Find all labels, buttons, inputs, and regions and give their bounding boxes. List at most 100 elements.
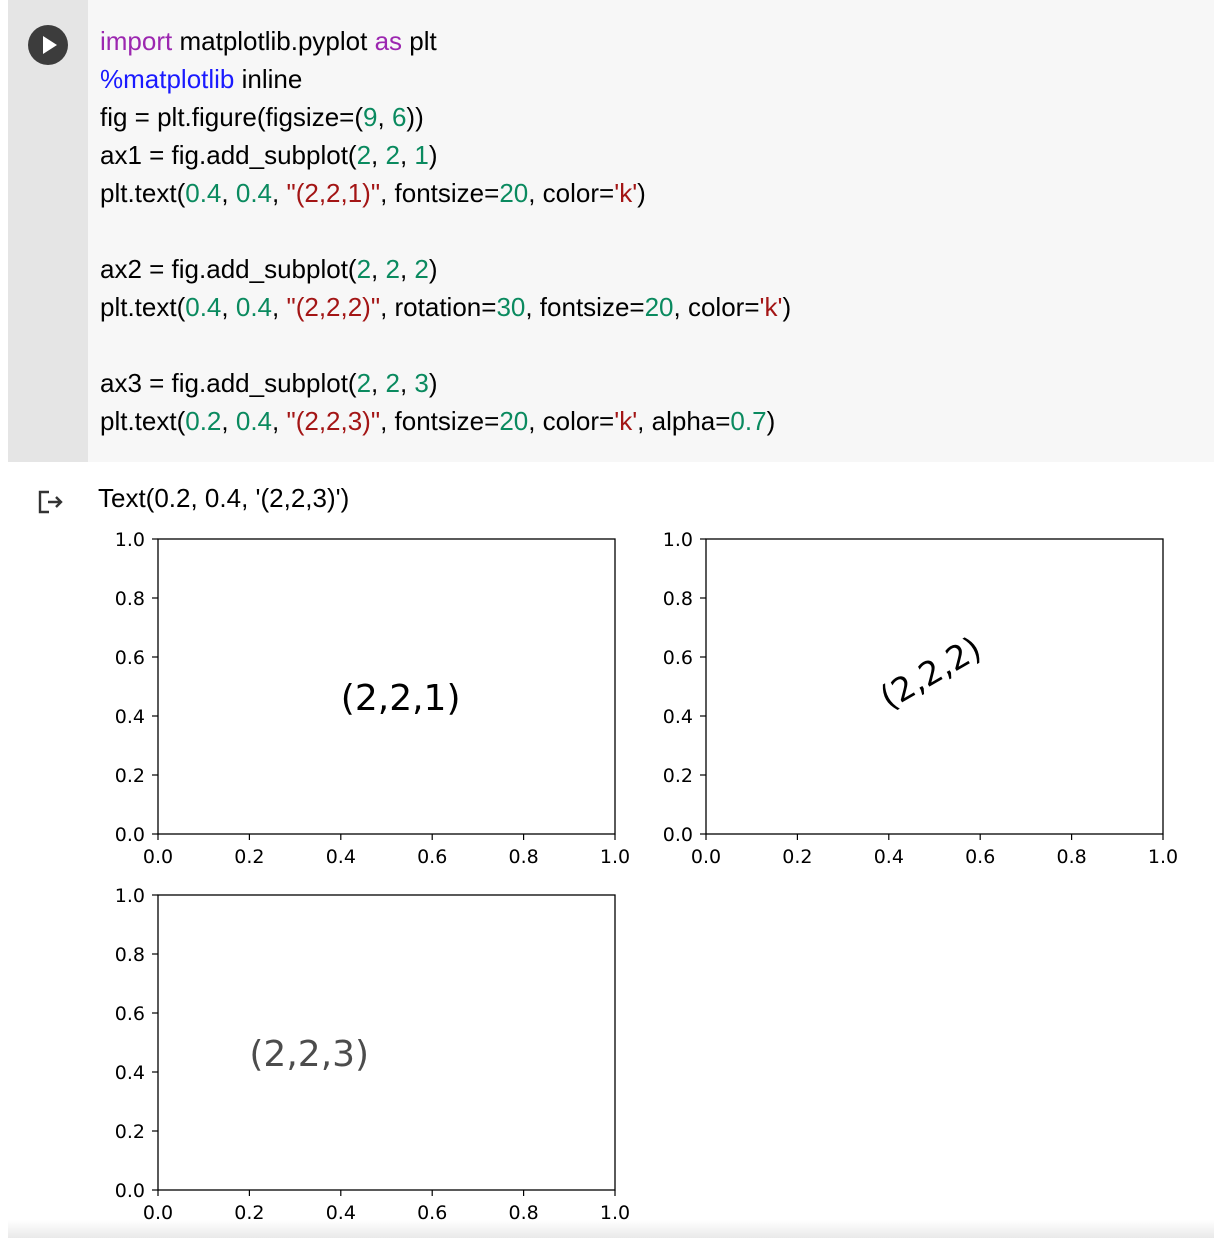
x-tick-label: 0.4 [874, 846, 904, 868]
axes-frame [705, 538, 1164, 835]
y-tick-label: 0.4 [663, 706, 693, 728]
x-tick-label: 0.0 [143, 846, 173, 868]
code-token: , alpha= [637, 406, 731, 436]
y-tick-label: 0.6 [115, 1003, 145, 1025]
code-token: "(2,2,3)" [286, 406, 381, 436]
code-token: ) [428, 368, 438, 398]
code-token: , rotation= [380, 292, 497, 322]
axes-frame [157, 538, 616, 835]
code-token: 0.4 [235, 178, 273, 208]
code-token: plt [402, 26, 437, 56]
scroll-fade [8, 1220, 1214, 1238]
code-line: plt.text(0.4, 0.4, "(2,2,1)", fontsize=2… [100, 174, 791, 212]
y-tick-label: 1.0 [115, 529, 145, 551]
output-area [8, 462, 1214, 1238]
x-tick-label: 0.8 [508, 1202, 538, 1224]
code-token: 20 [499, 406, 529, 436]
y-tick-label: 0.4 [115, 1062, 145, 1084]
y-tick-label: 0.0 [115, 824, 145, 846]
code-token: plt.text( [100, 178, 186, 208]
y-tick-label: 0.6 [115, 647, 145, 669]
x-tick-label: 0.2 [234, 846, 264, 868]
x-tick-label: 0.2 [782, 846, 812, 868]
output-redirect-icon[interactable] [36, 486, 66, 516]
axes-frame [157, 894, 616, 1191]
code-token: , [221, 178, 236, 208]
y-tick-label: 1.0 [115, 885, 145, 907]
code-token: 0.7 [730, 406, 767, 436]
code-token: 2 [385, 140, 400, 170]
code-line: ax3 = fig.add_subplot(2, 2, 3) [100, 364, 791, 402]
code-line: plt.text(0.2, 0.4, "(2,2,3)", fontsize=2… [100, 402, 791, 440]
y-tick-label: 1.0 [663, 529, 693, 551]
code-token: fig = plt.figure(figsize=( [100, 102, 364, 132]
code-token: 2 [385, 254, 400, 284]
annotation-text: (2,2,1) [341, 678, 461, 719]
code-token: import [100, 26, 173, 56]
y-tick-label: 0.2 [663, 765, 693, 787]
code-token: , [221, 406, 236, 436]
code-token: , [272, 178, 287, 208]
code-token: plt.text( [100, 292, 186, 322]
x-tick-label: 0.6 [965, 846, 995, 868]
y-tick-label: 0.0 [115, 1180, 145, 1202]
code-line: fig = plt.figure(figsize=(9, 6)) [100, 98, 791, 136]
x-tick-label: 0.8 [1056, 846, 1086, 868]
code-token: 2 [414, 254, 429, 284]
x-tick-label: 0.8 [508, 846, 538, 868]
code-token: 3 [414, 368, 429, 398]
x-tick-label: 0.6 [417, 846, 447, 868]
code-editor[interactable] [88, 0, 1214, 462]
code-token: , [399, 254, 415, 284]
x-tick-label: 1.0 [1148, 846, 1178, 868]
code-token: 0.4 [235, 406, 273, 436]
code-token: , [221, 292, 236, 322]
play-icon [43, 36, 57, 54]
code-token: , [371, 254, 386, 284]
code-token: 20 [499, 178, 529, 208]
x-tick-label: 0.4 [326, 846, 356, 868]
code-line: import matplotlib.pyplot as plt [100, 22, 791, 60]
y-tick-label: 0.0 [663, 824, 693, 846]
code-token: 0.4 [185, 178, 222, 208]
code-token: "(2,2,1)" [286, 178, 381, 208]
code-token: 2 [356, 140, 372, 170]
code-token: , [399, 140, 415, 170]
code-token: 20 [644, 292, 674, 322]
x-tick-label: 0.2 [234, 1202, 264, 1224]
y-tick-label: 0.2 [115, 765, 145, 787]
code-token: 'k' [614, 406, 638, 436]
x-tick-label: 0.0 [691, 846, 721, 868]
y-tick-label: 0.2 [115, 1121, 145, 1143]
code-line: ax2 = fig.add_subplot(2, 2, 2) [100, 250, 791, 288]
x-tick-label: 1.0 [600, 1202, 630, 1224]
code-token: 2 [385, 368, 400, 398]
x-tick-label: 1.0 [600, 846, 630, 868]
code-token: , [371, 368, 386, 398]
code-line: plt.text(0.4, 0.4, "(2,2,2)", rotation=3… [100, 288, 791, 326]
run-cell-button[interactable] [28, 25, 68, 65]
code-token: ) [782, 292, 792, 322]
code-line: %matplotlib inline [100, 60, 791, 98]
annotation-text: (2,2,3) [249, 1034, 369, 1075]
code-token: , [272, 292, 287, 322]
code-token: 9 [363, 102, 378, 132]
code-token: 6 [391, 102, 407, 132]
code-token: 0.4 [235, 292, 273, 322]
code-token: ) [766, 406, 776, 436]
code-token: 0.2 [185, 406, 222, 436]
code-cell-source[interactable]: import matplotlib.pyplot as plt %matplotl… [100, 22, 791, 440]
code-token: ) [428, 254, 438, 284]
code-token: ax2 = fig.add_subplot( [100, 254, 357, 284]
y-tick-label: 0.4 [115, 706, 145, 728]
code-token: , color= [528, 178, 615, 208]
code-token: 1 [414, 140, 429, 170]
code-token: 'k' [759, 292, 783, 322]
output-text: Text(0.2, 0.4, '(2,2,3)') [98, 483, 350, 513]
y-tick-label: 0.8 [115, 588, 145, 610]
code-line: ax1 = fig.add_subplot(2, 2, 1) [100, 136, 791, 174]
code-token: 0.4 [185, 292, 222, 322]
code-token: ax3 = fig.add_subplot( [100, 368, 357, 398]
code-token: , [377, 102, 392, 132]
